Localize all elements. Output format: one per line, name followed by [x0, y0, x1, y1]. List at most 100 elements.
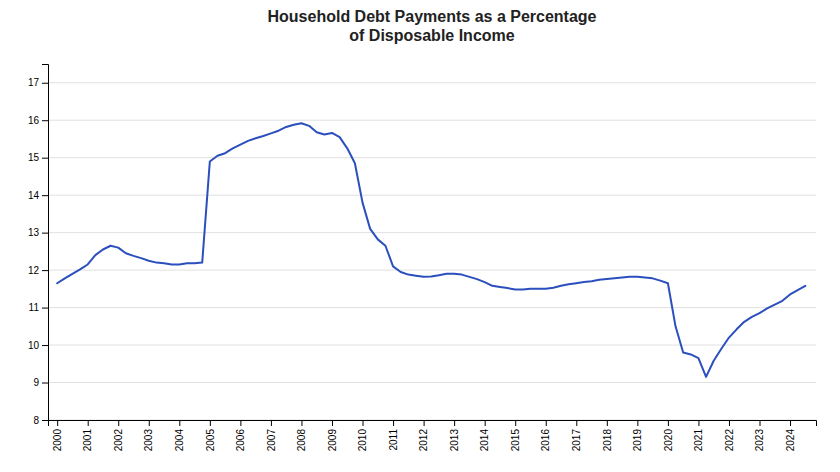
grid-line — [48, 82, 816, 83]
grid-line — [48, 232, 816, 233]
y-axis-line — [42, 65, 49, 421]
x-axis-line — [49, 421, 817, 427]
x-tick-label: 2016 — [540, 429, 551, 452]
y-tick-mark — [42, 83, 48, 84]
x-tick-label: 2011 — [388, 429, 399, 451]
y-tick-mark — [42, 120, 48, 121]
x-tick-mark — [57, 420, 58, 426]
y-tick-label: 15 — [28, 152, 40, 163]
x-tick-mark — [760, 420, 761, 426]
x-tick-label: 2007 — [266, 429, 277, 452]
x-tick-label: 2004 — [174, 429, 185, 452]
x-tick-mark — [424, 420, 425, 426]
line — [57, 123, 805, 377]
y-tick: 13 — [28, 227, 48, 238]
x-tick-mark — [393, 420, 394, 426]
x-tick-label: 2017 — [571, 429, 582, 452]
y-tick: 8 — [33, 415, 48, 426]
x-tick: 2003 — [143, 420, 154, 451]
y-tick-mark — [42, 345, 48, 346]
x-tick-mark — [668, 420, 669, 426]
x-tick: 2017 — [571, 420, 582, 451]
x-tick-mark — [576, 420, 577, 426]
x-tick-label: 2021 — [693, 429, 704, 452]
x-tick-mark — [698, 420, 699, 426]
x-tick-mark — [454, 420, 455, 426]
grid-line — [48, 120, 816, 121]
x-tick: 2008 — [296, 420, 307, 451]
y-tick-mark — [42, 308, 48, 309]
y-tick-label: 17 — [28, 77, 40, 88]
x-tick-label: 2024 — [785, 429, 796, 452]
x-tick-label: 2022 — [724, 429, 735, 452]
title: Household Debt Payments as a Percentageo… — [268, 8, 597, 44]
y-tick-mark — [42, 158, 48, 159]
x-tick-mark — [729, 420, 730, 426]
y-tick-label: 8 — [33, 415, 39, 426]
x-tick-label: 2000 — [52, 429, 63, 452]
y-tick-mark — [42, 233, 48, 234]
x-tick: 2013 — [449, 420, 460, 451]
x-tick-label: 2018 — [602, 429, 613, 452]
x-tick-mark — [149, 420, 150, 426]
x-tick-mark — [363, 420, 364, 426]
x-tick: 2007 — [266, 420, 277, 451]
y-tick: 12 — [28, 265, 48, 276]
x-tick: 2014 — [479, 420, 490, 451]
y-tick: 11 — [29, 302, 48, 313]
x-tick: 2015 — [510, 420, 521, 451]
x-tick-label: 2012 — [418, 429, 429, 452]
y-tick-label: 16 — [28, 115, 40, 126]
y-tick-mark — [42, 420, 48, 421]
x-tick: 2018 — [602, 420, 613, 451]
y-tick-mark — [42, 383, 48, 384]
x-tick: 2011 — [388, 420, 399, 451]
x-tick: 2000 — [52, 420, 63, 451]
x-tick-mark — [210, 420, 211, 426]
x-tick-label: 2003 — [143, 429, 154, 452]
grid — [48, 83, 816, 420]
x-tick-label: 2010 — [357, 429, 368, 452]
x-tick-label: 2008 — [296, 429, 307, 452]
x-tick-mark — [515, 420, 516, 426]
x-tick-label: 2005 — [205, 429, 216, 452]
x-tick: 2019 — [632, 420, 643, 451]
x-tick: 2012 — [418, 420, 429, 451]
x-tick-mark — [546, 420, 547, 426]
grid-line — [48, 270, 816, 271]
y-tick-label: 13 — [28, 227, 40, 238]
y-tick: 14 — [28, 190, 48, 201]
x-tick: 2020 — [663, 420, 674, 451]
y-tick: 16 — [28, 115, 48, 126]
x-tick: 2005 — [205, 420, 216, 451]
x-tick-label: 2019 — [632, 429, 643, 452]
x-tick-mark — [301, 420, 302, 426]
x-tick: 2021 — [693, 420, 704, 451]
x-tick-label: 2014 — [479, 429, 490, 452]
x-tick: 2010 — [357, 420, 368, 451]
x-tick: 2004 — [174, 420, 185, 451]
y-tick: 17 — [28, 77, 48, 88]
x-tick: 2016 — [540, 420, 551, 451]
y-tick-mark — [42, 195, 48, 196]
y-tick: 9 — [33, 377, 48, 388]
x-tick: 2022 — [724, 420, 735, 451]
chart: 2000200120022003200420052006200720082009… — [0, 0, 840, 472]
grid-line — [48, 382, 816, 383]
x-tick: 2006 — [235, 420, 246, 451]
x-tick-mark — [240, 420, 241, 426]
y-tick-label: 10 — [28, 340, 40, 351]
y-axis: 8 9 10 11 12 13 14 15 16 17 — [28, 65, 49, 426]
x-tick-mark — [637, 420, 638, 426]
grid-line — [48, 307, 816, 308]
x-tick-mark — [179, 420, 180, 426]
x-tick-mark — [485, 420, 486, 426]
x-axis: 2000200120022003200420052006200720082009… — [49, 420, 817, 451]
x-tick-label: 2001 — [82, 429, 93, 452]
x-tick-label: 2023 — [754, 429, 765, 452]
x-tick-mark — [790, 420, 791, 426]
grid-line — [48, 195, 816, 196]
x-tick-label: 2015 — [510, 429, 521, 452]
y-tick-label: 12 — [28, 265, 40, 276]
y-tick-label: 14 — [28, 190, 40, 201]
